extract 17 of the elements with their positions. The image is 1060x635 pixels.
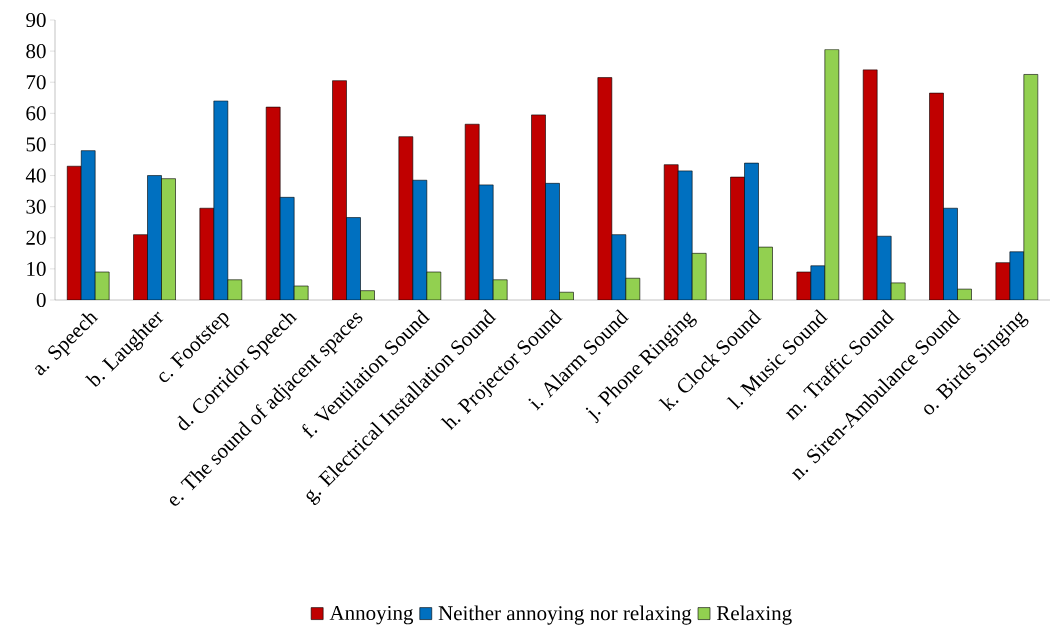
- bar: [824, 49, 840, 300]
- y-tick-label: 60: [26, 106, 46, 121]
- y-tick-label: 90: [26, 12, 46, 28]
- y-tick-label: 0: [36, 292, 46, 308]
- bar: [1023, 74, 1039, 300]
- legend-label: Relaxing: [716, 605, 792, 625]
- bar: [161, 178, 176, 300]
- y-tick-label: 70: [26, 75, 46, 90]
- y-tick-label: 40: [25, 168, 46, 183]
- legend-label: Annoying: [329, 605, 414, 625]
- y-tick-label: 20: [26, 230, 46, 245]
- legend-label: Neither annoying nor relaxing: [438, 605, 692, 625]
- y-tick-label: 10: [27, 261, 46, 276]
- y-tick-label: 50: [26, 137, 46, 152]
- bar: [691, 253, 707, 300]
- y-tick-label: 30: [26, 199, 46, 214]
- y-tick-label: 80: [26, 44, 46, 59]
